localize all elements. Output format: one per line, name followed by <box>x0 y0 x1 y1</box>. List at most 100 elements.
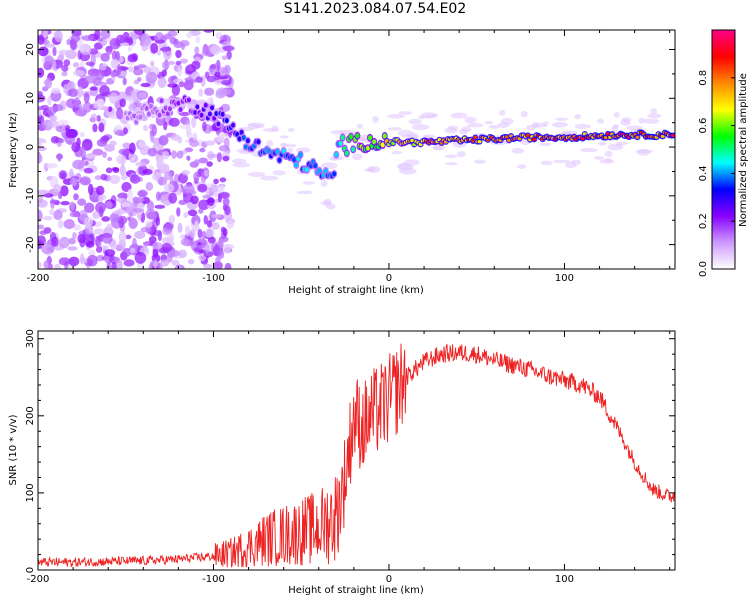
heatmap-cell <box>69 38 77 50</box>
heatmap-cell <box>183 212 189 219</box>
heatmap-cell <box>68 256 80 267</box>
heatmap-cell <box>146 111 151 117</box>
heatmap-cell <box>168 117 180 127</box>
heatmap-cell <box>294 162 299 168</box>
heatmap-cell <box>47 96 52 106</box>
heatmap-cell <box>116 154 127 165</box>
heatmap-cell <box>51 236 59 247</box>
heatmap-cell <box>141 196 151 204</box>
heatmap-cell <box>179 124 191 130</box>
heatmap-cell <box>126 188 134 201</box>
heatmap-cell <box>77 233 86 244</box>
heatmap-cell <box>565 161 577 169</box>
heatmap-cell <box>128 151 136 163</box>
heatmap-cell <box>109 140 117 147</box>
heatmap-cell <box>111 50 117 61</box>
heatmap-cell <box>175 60 182 65</box>
chart-title: S141.2023.084.07.54.E02 <box>283 1 467 17</box>
heatmap-cell <box>69 211 77 218</box>
heatmap-cell <box>171 259 180 266</box>
heatmap-cell <box>127 54 138 63</box>
heatmap-cell <box>38 195 43 204</box>
heatmap-cell <box>176 100 181 106</box>
heatmap-cell <box>53 210 63 221</box>
heatmap-cell <box>206 228 214 238</box>
heatmap-cell <box>157 176 168 186</box>
heatmap-cell <box>164 221 174 230</box>
heatmap-cell <box>109 92 119 104</box>
heatmap-cell <box>372 139 377 145</box>
heatmap-cell <box>168 249 180 258</box>
heatmap-cell <box>461 126 472 133</box>
heatmap-cell <box>119 42 130 47</box>
heatmap-cell <box>66 82 74 90</box>
heatmap-cell <box>57 153 62 162</box>
heatmap-cell <box>218 145 230 152</box>
heatmap-cell <box>279 142 288 147</box>
heatmap-cell <box>85 75 97 84</box>
heatmap-cell <box>287 147 294 153</box>
heatmap-cell <box>532 137 537 141</box>
heatmap-cell <box>78 39 84 52</box>
heatmap-cell <box>69 201 75 211</box>
heatmap-cell <box>84 153 97 159</box>
heatmap-cell <box>100 173 108 181</box>
heatmap-cell <box>538 142 552 146</box>
heatmap-cell <box>248 171 266 177</box>
heatmap-cell <box>142 168 153 175</box>
heatmap-cell <box>224 262 232 269</box>
heatmap-cell <box>63 218 75 230</box>
heatmap-cell <box>57 219 64 229</box>
heatmap-cell <box>97 196 104 202</box>
heatmap-cell <box>424 134 436 139</box>
heatmap-cell <box>579 148 598 153</box>
snr-panel: -200 -100 0 100 0 100 200 300 Height of straig… <box>8 329 676 596</box>
heatmap-cell <box>77 86 84 98</box>
heatmap-cell <box>206 161 213 167</box>
heatmap-cell <box>199 147 206 153</box>
heatmap-cell <box>100 52 110 62</box>
heatmap-cell <box>177 136 183 144</box>
heatmap-cell <box>122 77 127 86</box>
spectrogram-frame <box>37 29 676 270</box>
heatmap-cell <box>207 236 216 244</box>
heatmap-cell <box>38 224 45 230</box>
heatmap-cell <box>555 117 569 121</box>
heatmap-cell <box>197 228 203 239</box>
heatmap-cell <box>136 77 142 82</box>
heatmap-cell <box>99 64 107 71</box>
heatmap-cell <box>49 199 60 204</box>
heatmap-cell <box>102 151 107 159</box>
heatmap-cell <box>157 76 167 88</box>
heatmap-cell <box>110 241 118 250</box>
heatmap-cell <box>210 64 217 70</box>
heatmap-cell <box>542 121 549 127</box>
heatmap-cell <box>256 139 261 145</box>
heatmap-cell <box>204 71 210 79</box>
heatmap-cell <box>193 171 200 182</box>
heatmap-cell <box>222 45 235 52</box>
heatmap-cell <box>38 209 43 222</box>
spectrogram-heatmap <box>38 30 675 269</box>
heatmap-cell <box>207 111 212 117</box>
heatmap-cell <box>338 141 343 147</box>
heatmap-cell <box>47 106 56 117</box>
heatmap-cell <box>407 132 419 140</box>
heatmap-cell <box>116 107 124 120</box>
heatmap-cell <box>84 216 94 228</box>
heatmap-cell <box>155 216 161 226</box>
heatmap-cell <box>216 121 221 127</box>
heatmap-cell <box>603 136 608 140</box>
heatmap-cell <box>224 118 229 124</box>
heatmap-cell <box>38 261 42 269</box>
heatmap-cell <box>194 46 200 55</box>
heatmap-cell <box>148 212 157 220</box>
y-tick-label: 20 <box>25 43 36 56</box>
heatmap-cell <box>120 175 128 181</box>
snr-y-ticks: 0 100 200 300 <box>25 329 675 573</box>
heatmap-cell <box>72 62 80 68</box>
heatmap-cell <box>643 118 660 124</box>
heatmap-cell <box>368 135 373 141</box>
heatmap-cell <box>488 125 500 130</box>
heatmap-cell <box>611 125 618 133</box>
